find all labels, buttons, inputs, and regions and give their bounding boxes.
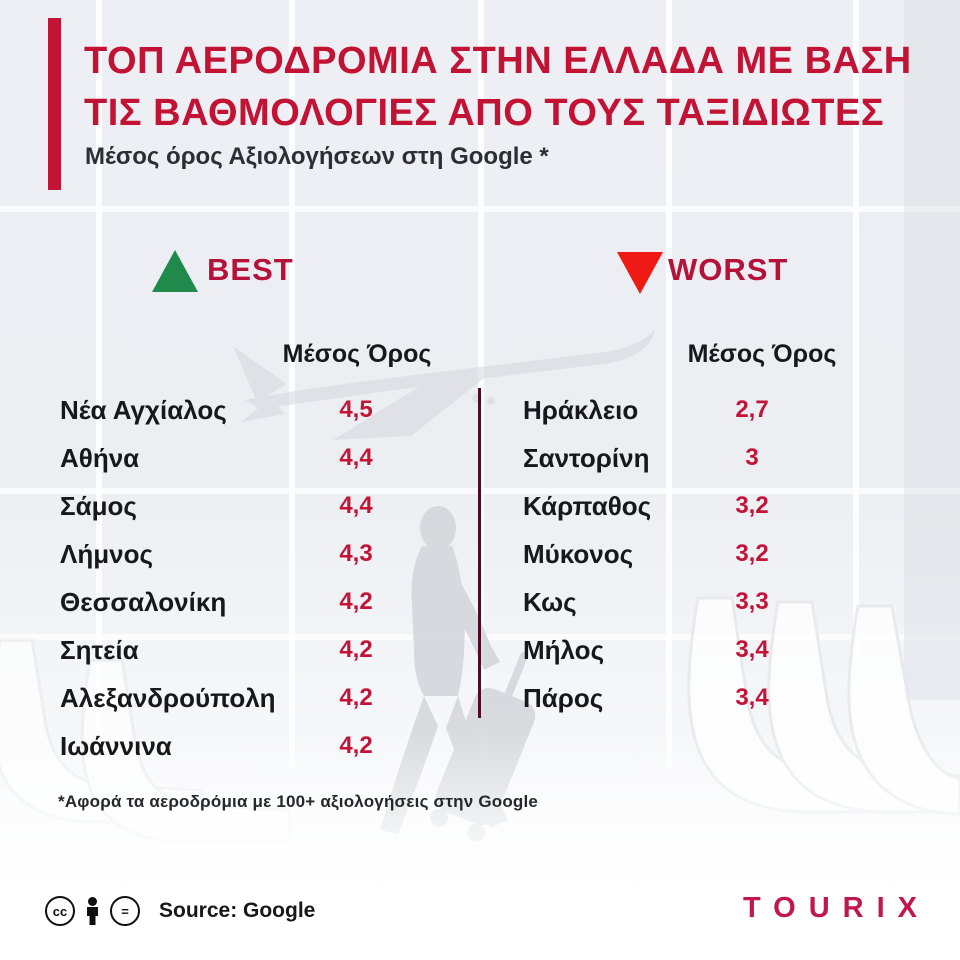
airport-name: Σάμος [60, 490, 137, 521]
airport-rating: 4,2 [339, 636, 373, 663]
window-edge-shade [904, 0, 960, 700]
airport-name: Ιωάννινα [60, 730, 172, 761]
table-row: Νέα Αγχίαλος 4,5 [60, 386, 393, 434]
table-row: Θεσσαλονίκη 4,2 [60, 578, 393, 626]
airport-rating: 3 [745, 444, 759, 471]
airport-name: Μύκονος [523, 538, 634, 569]
floor-glow [0, 730, 960, 960]
table-row: Σάμος 4,4 [60, 482, 393, 530]
worst-label: WORST [668, 252, 789, 287]
airport-rating: 4,4 [339, 444, 373, 471]
table-row: Ηράκλειο 2,7 [523, 386, 789, 434]
table-row: Αλεξανδρούπολη 4,2 [60, 674, 393, 722]
table-row: Κως 3,3 [523, 578, 789, 626]
triangle-up-icon [152, 250, 198, 292]
best-label: BEST [207, 252, 294, 287]
table-row: Σητεία 4,2 [60, 626, 393, 674]
column-divider [478, 388, 481, 718]
table-row: Μύκονος 3,2 [523, 530, 789, 578]
airport-rating: 4,4 [339, 492, 373, 519]
table-row: Ιωάννινα 4,2 [60, 722, 393, 770]
best-list: Νέα Αγχίαλος 4,5 Αθήνα 4,4 Σάμος 4,4 Λήμνος 4,3… [60, 386, 393, 770]
table-row: Κάρπαθος 3,2 [523, 482, 789, 530]
airport-name: Πάρος [523, 682, 604, 713]
airport-rating: 4,2 [339, 684, 373, 711]
airport-rating: 4,2 [339, 588, 373, 615]
airport-rating: 3,4 [735, 636, 769, 663]
airport-rating: 3,3 [735, 588, 769, 615]
table-row: Μήλος 3,4 [523, 626, 789, 674]
window-mullion [666, 0, 672, 768]
airport-name: Σαντορίνη [523, 442, 650, 473]
airport-name: Νέα Αγχίαλος [60, 394, 227, 425]
airport-rating: 3,2 [735, 540, 769, 567]
window-bar [0, 206, 960, 212]
worst-list: Ηράκλειο 2,7 Σαντορίνη 3 Κάρπαθος 3,2 Μύκονος 3… [523, 386, 789, 722]
brand-logo: TOURIX [742, 892, 930, 924]
page-title-line2: ΤΙΣ ΒΑΘΜΟΛΟΓΙΕΣ ΑΠΟ ΤΟΥΣ ΤΑΞΙΔΙΩΤΕΣ [84, 92, 885, 134]
worst-value-header: Μέσος Όρος [687, 340, 837, 368]
best-value-header: Μέσος Όρος [282, 340, 432, 368]
attribution-person-icon [87, 897, 98, 925]
source-text: Source: Google [159, 899, 316, 922]
airport-name: Λήμνος [60, 538, 153, 569]
page-title-line1: ΤΟΠ ΑΕΡΟΔΡΟΜΙΑ ΣΤΗΝ ΕΛΛΑΔΑ ΜΕ ΒΑΣΗ [84, 40, 912, 82]
airport-rating: 3,4 [735, 684, 769, 711]
title-accent-bar [48, 18, 61, 190]
triangle-down-icon [617, 252, 663, 294]
airport-name: Σητεία [60, 634, 139, 665]
airport-rating: 2,7 [735, 396, 769, 423]
page-subtitle: Μέσος όρος Αξιολογήσεων στη Google * [85, 143, 549, 170]
airport-rating: 3,2 [735, 492, 769, 519]
window-mullion [96, 0, 102, 768]
airport-name: Θεσσαλονίκη [60, 586, 227, 617]
table-row: Αθήνα 4,4 [60, 434, 393, 482]
airport-name: Αθήνα [60, 442, 140, 473]
table-row: Λήμνος 4,3 [60, 530, 393, 578]
airport-name: Αλεξανδρούπολη [60, 682, 276, 713]
cc-icon: cc [45, 896, 75, 926]
equals-icon: = [110, 896, 140, 926]
airport-name: Ηράκλειο [523, 394, 639, 425]
footnote: *Αφορά τα αεροδρόμια με 100+ αξιολογήσει… [58, 792, 539, 811]
airport-name: Κως [523, 586, 577, 617]
airport-rating: 4,5 [339, 396, 373, 423]
window-mullion [853, 0, 859, 768]
airport-rating: 4,3 [339, 540, 373, 567]
table-row: Πάρος 3,4 [523, 674, 789, 722]
airport-name: Μήλος [523, 634, 605, 665]
airport-name: Κάρπαθος [523, 490, 652, 521]
license-row: cc = Source: Google [45, 896, 315, 926]
airport-rating: 4,2 [339, 732, 373, 759]
table-row: Σαντορίνη 3 [523, 434, 789, 482]
